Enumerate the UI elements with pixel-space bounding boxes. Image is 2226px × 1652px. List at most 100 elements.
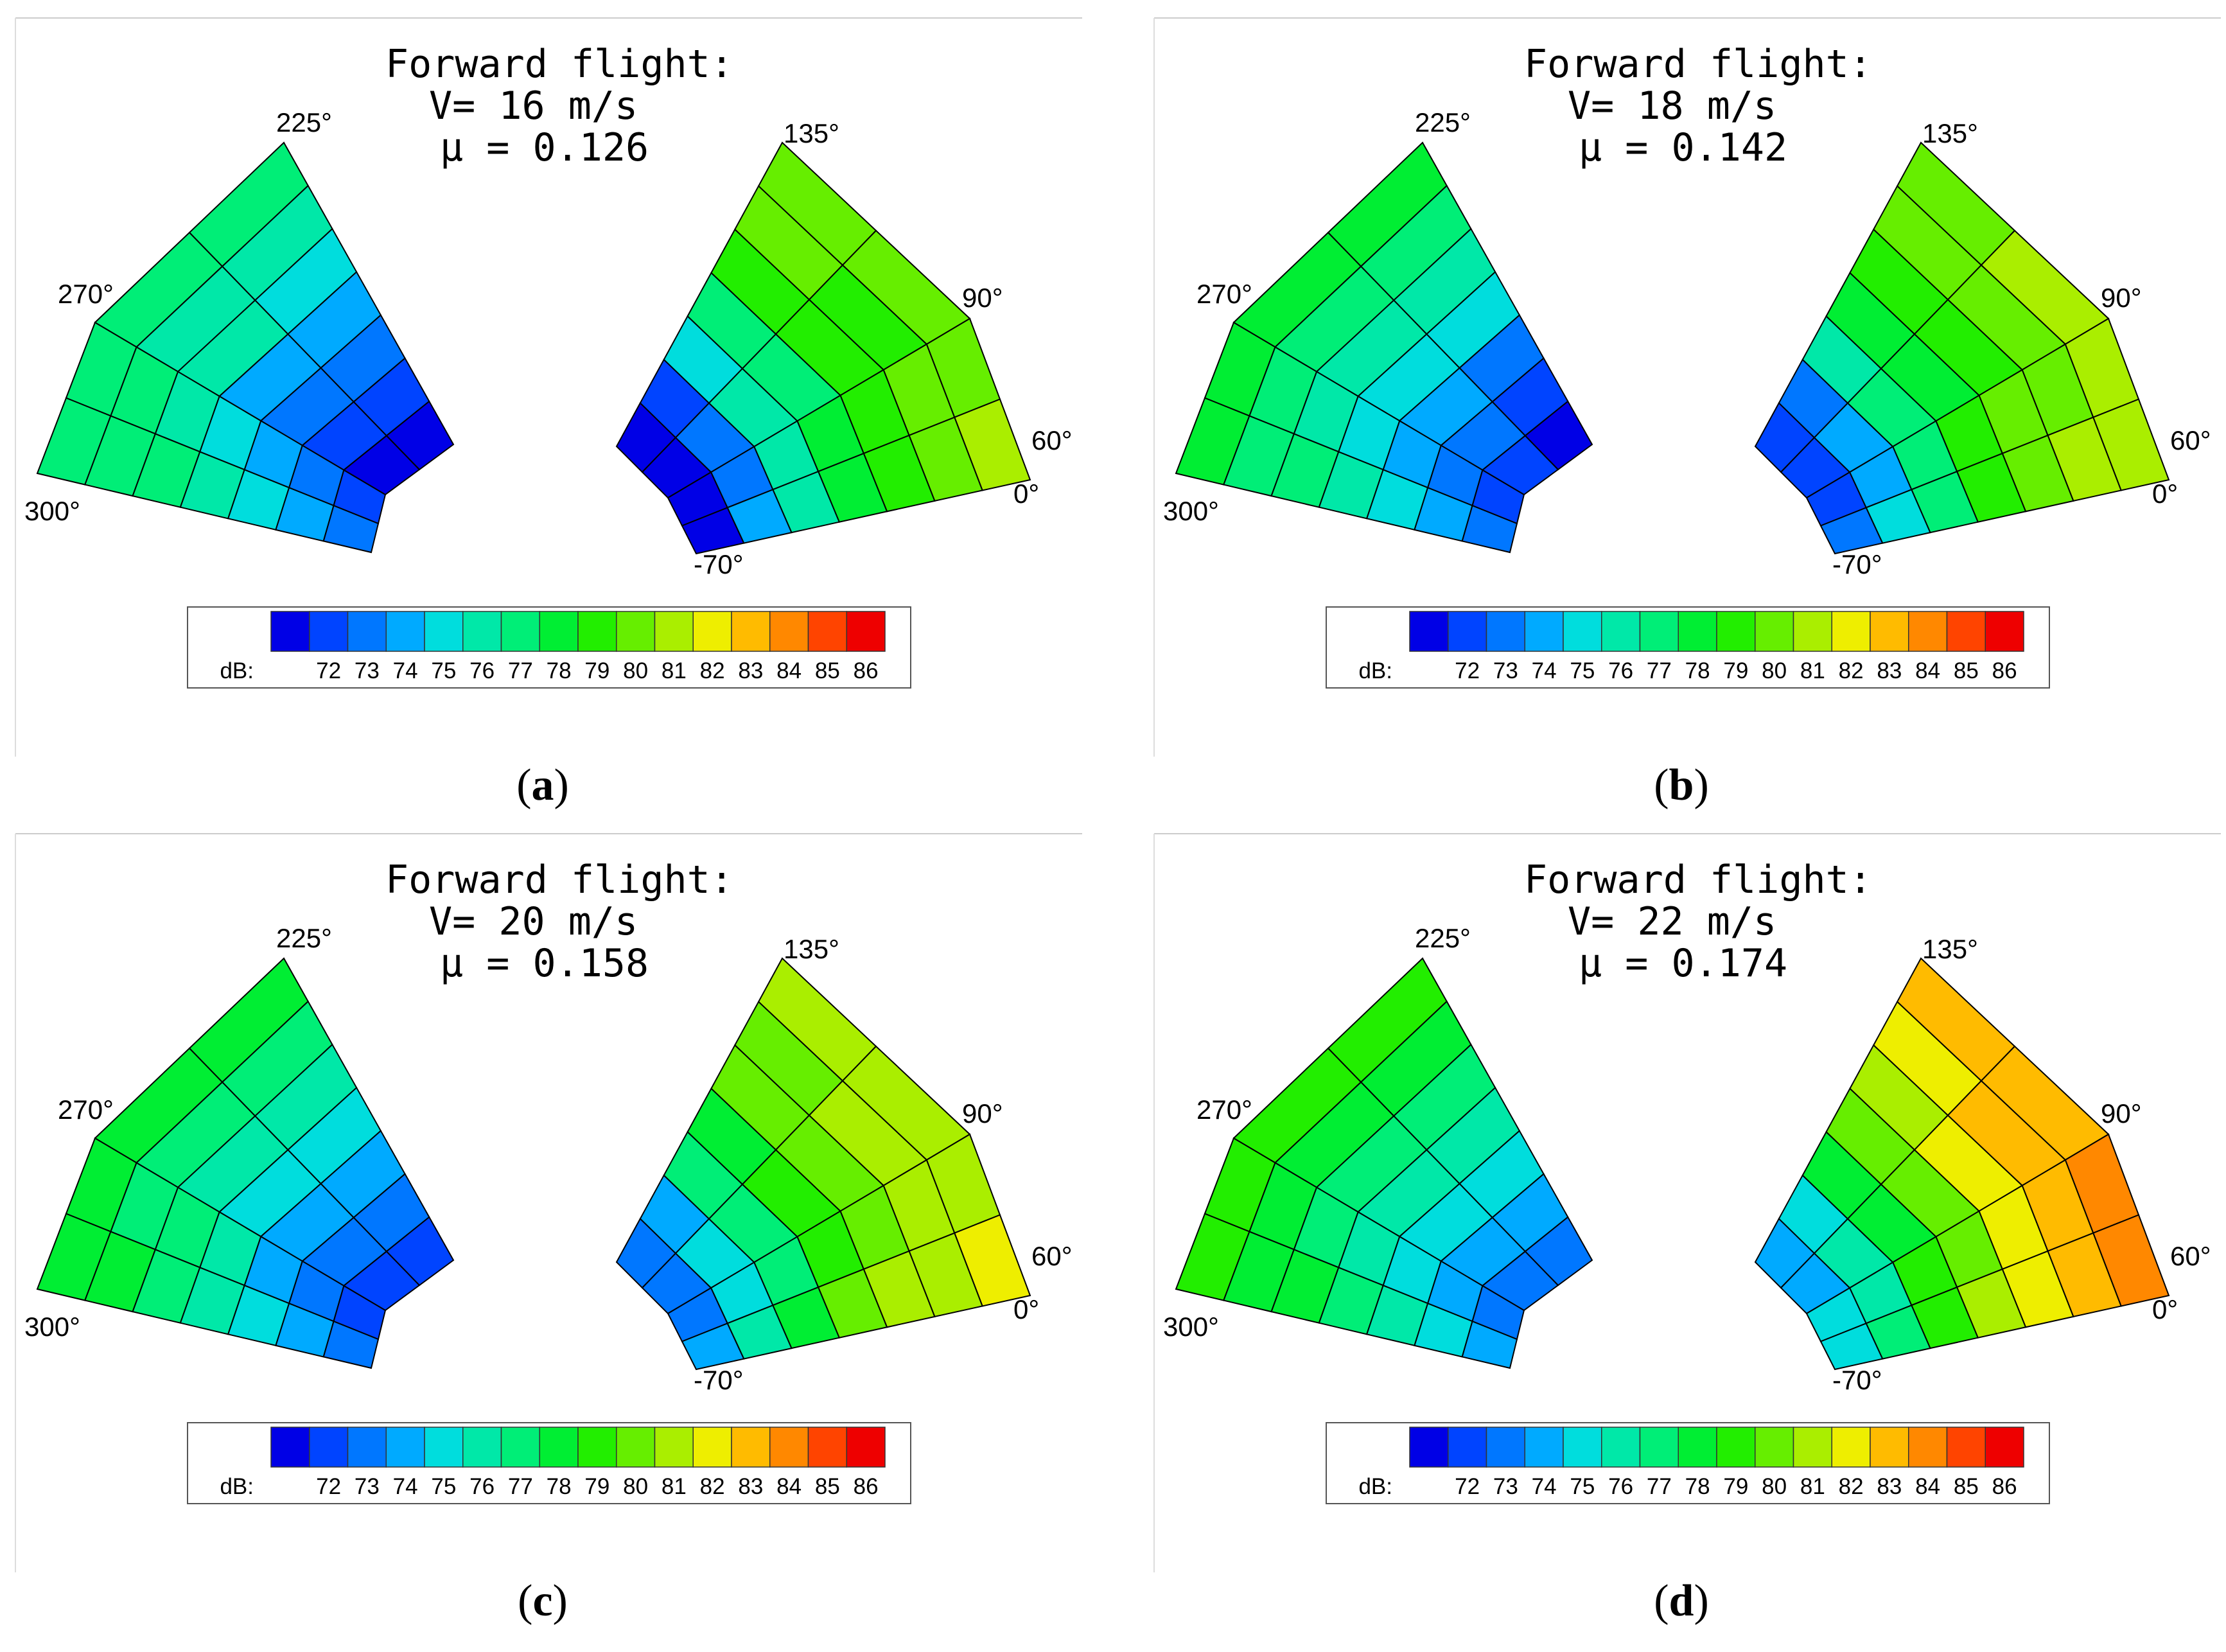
colorbar-tick-label: 75 xyxy=(1570,658,1595,683)
angle-label-am70: -70° xyxy=(1832,1365,1882,1395)
colorbar-swatch xyxy=(1755,611,1794,652)
colorbar: dB: 72 73 74 75 76 77 78 79 80 81 82 83 84 85 86 xyxy=(1326,606,2050,689)
angle-label-a60: 60° xyxy=(1031,1241,1073,1271)
colorbar-tick-label: 85 xyxy=(1954,658,1979,683)
colorbar-tick-label: 79 xyxy=(584,1474,609,1499)
angle-label-a90: 90° xyxy=(2101,283,2142,313)
left-lobe xyxy=(1175,141,1593,554)
colorbar-tick-label: 76 xyxy=(1608,658,1633,683)
angle-label-am70: -70° xyxy=(694,1365,744,1395)
left-lobe xyxy=(36,141,455,554)
colorbar-swatch xyxy=(462,1427,502,1468)
colorbar-swatch xyxy=(577,1427,617,1468)
colorbar-swatch xyxy=(846,1427,886,1468)
colorbar-tick-label: 86 xyxy=(854,1474,879,1499)
colorbar-swatch xyxy=(1601,611,1641,652)
colorbar-swatch xyxy=(1908,611,1948,652)
angle-label-a135: 135° xyxy=(784,118,839,148)
colorbar-swatch xyxy=(1946,1427,1986,1468)
colorbar-tick-label: 79 xyxy=(1723,1474,1748,1499)
left-lobe xyxy=(36,957,455,1369)
colorbar-tick-label: 79 xyxy=(1723,658,1748,683)
angle-label-am70: -70° xyxy=(694,549,744,579)
panel-title-line3: μ = 0.158 xyxy=(440,941,649,986)
angle-label-am70: -70° xyxy=(1832,549,1882,579)
panel-title-line1: Forward flight: xyxy=(1524,42,1872,87)
panel-caption-letter: c xyxy=(532,1576,552,1626)
colorbar-swatch xyxy=(616,1427,656,1468)
colorbar-swatch xyxy=(1524,1427,1564,1468)
colorbar-swatch xyxy=(1908,1427,1948,1468)
angle-label-a135: 135° xyxy=(1922,118,1978,148)
colorbar-swatch xyxy=(577,611,617,652)
colorbar-tick-label: 82 xyxy=(700,1474,725,1499)
colorbar-swatch xyxy=(1716,611,1756,652)
colorbar-swatch xyxy=(1524,611,1564,652)
colorbar-tick-label: 79 xyxy=(584,658,609,683)
colorbar-swatch xyxy=(500,1427,540,1468)
colorbar-unit-label: dB: xyxy=(220,1474,254,1499)
colorbar-swatch xyxy=(846,611,886,652)
colorbar-swatch xyxy=(1485,611,1525,652)
colorbar-swatch xyxy=(270,611,310,652)
angle-label-a300: 300° xyxy=(1163,496,1219,526)
colorbar-tick-label: 78 xyxy=(1685,1474,1710,1499)
panel-caption-letter: b xyxy=(1669,760,1694,810)
panel-caption: (d) xyxy=(1654,1576,1709,1626)
colorbar-tick-label: 74 xyxy=(1532,1474,1557,1499)
panel-caption-letter: d xyxy=(1669,1576,1694,1626)
colorbar-tick-label: 76 xyxy=(1608,1474,1633,1499)
colorbar-tick-label: 72 xyxy=(1455,658,1480,683)
angle-label-a270: 270° xyxy=(58,1094,114,1125)
left-lobe-cell xyxy=(1524,1216,1593,1287)
panel-title-line2: V= 20 m/s xyxy=(429,899,638,944)
colorbar-swatch xyxy=(1831,611,1871,652)
colorbar-tick-label: 78 xyxy=(547,658,572,683)
colorbar-tick-label: 73 xyxy=(1493,658,1518,683)
angle-label-a270: 270° xyxy=(1196,279,1252,309)
panel-title-line3: μ = 0.126 xyxy=(440,125,649,170)
colorbar-tick-label: 75 xyxy=(431,1474,456,1499)
colorbar-tick-label: 86 xyxy=(854,658,879,683)
panel-caption: (a) xyxy=(516,760,569,810)
angle-label-a300: 300° xyxy=(24,1312,80,1342)
colorbar-tick-label: 75 xyxy=(431,658,456,683)
colorbar-swatch xyxy=(462,611,502,652)
colorbar-swatch xyxy=(1563,1427,1602,1468)
angle-label-a300: 300° xyxy=(1163,1312,1219,1342)
colorbar-swatch xyxy=(807,1427,847,1468)
left-lobe xyxy=(1175,957,1593,1369)
colorbar-swatch xyxy=(347,611,387,652)
colorbar-tick-label: 74 xyxy=(393,658,418,683)
colorbar-swatch xyxy=(1448,611,1487,652)
angle-label-a0: 0° xyxy=(2152,1294,2178,1324)
colorbar-swatch xyxy=(654,1427,694,1468)
colorbar-tick-label: 80 xyxy=(623,658,648,683)
colorbar-swatch xyxy=(1870,611,1909,652)
panel-a: Forward flight:V= 16 m/sμ = 0.126 225° 270… xyxy=(15,17,1082,810)
colorbar-swatch xyxy=(385,611,425,652)
colorbar-tick-label: 75 xyxy=(1570,1474,1595,1499)
colorbar-swatch xyxy=(1985,611,2024,652)
colorbar-tick-label: 77 xyxy=(1647,658,1672,683)
colorbar-swatch xyxy=(1639,611,1679,652)
panel-title-line3: μ = 0.142 xyxy=(1579,125,1787,170)
colorbar-swatch xyxy=(692,611,732,652)
left-lobe-cell xyxy=(385,400,455,471)
colorbar-tick-label: 80 xyxy=(1762,1474,1787,1499)
angle-label-a90: 90° xyxy=(962,1098,1003,1129)
colorbar-tick-label: 83 xyxy=(1877,658,1902,683)
colorbar-tick-label: 85 xyxy=(1954,1474,1979,1499)
colorbar-swatch xyxy=(1678,1427,1717,1468)
colorbar-tick-label: 83 xyxy=(1877,1474,1902,1499)
colorbar-tick-label: 73 xyxy=(1493,1474,1518,1499)
colorbar-swatch xyxy=(1755,1427,1794,1468)
colorbar-tick-label: 78 xyxy=(547,1474,572,1499)
right-lobe xyxy=(615,957,1031,1371)
right-lobe xyxy=(1754,957,2170,1371)
colorbar-swatch xyxy=(1985,1427,2024,1468)
colorbar-swatch xyxy=(1792,1427,1832,1468)
colorbar-tick-label: 86 xyxy=(1992,1474,2017,1499)
colorbar-swatch xyxy=(1831,1427,1871,1468)
